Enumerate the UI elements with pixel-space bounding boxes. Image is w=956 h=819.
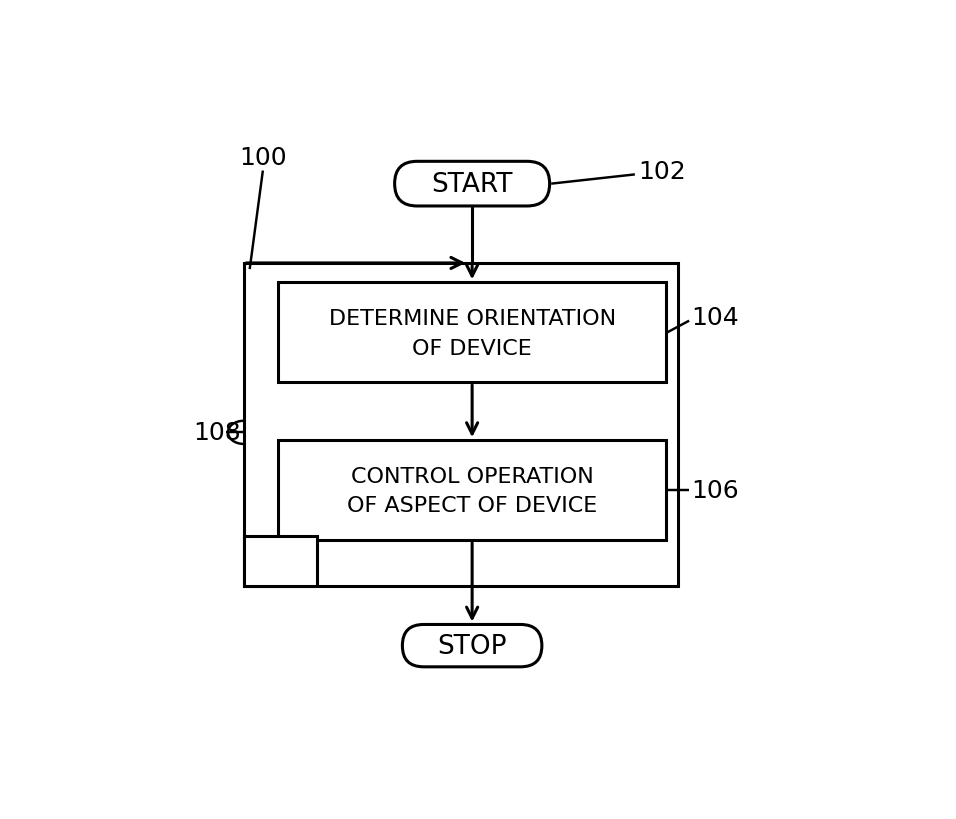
Text: DETERMINE ORIENTATION: DETERMINE ORIENTATION [329,309,616,329]
Text: 102: 102 [639,160,686,183]
Text: 108: 108 [193,421,241,445]
Text: 100: 100 [240,146,287,170]
Bar [278,441,666,541]
Text: CONTROL OPERATION: CONTROL OPERATION [351,467,594,486]
Text: START: START [431,171,512,197]
Text: 106: 106 [691,478,739,503]
Text: OF ASPECT OF DEVICE: OF ASPECT OF DEVICE [347,495,598,516]
FancyBboxPatch shape [402,625,542,667]
Bar [278,283,666,382]
Text: OF DEVICE: OF DEVICE [412,338,532,358]
FancyBboxPatch shape [395,162,550,206]
Bar [244,536,317,586]
Bar [244,264,678,586]
Text: 104: 104 [691,305,739,329]
Text: STOP: STOP [438,633,507,658]
